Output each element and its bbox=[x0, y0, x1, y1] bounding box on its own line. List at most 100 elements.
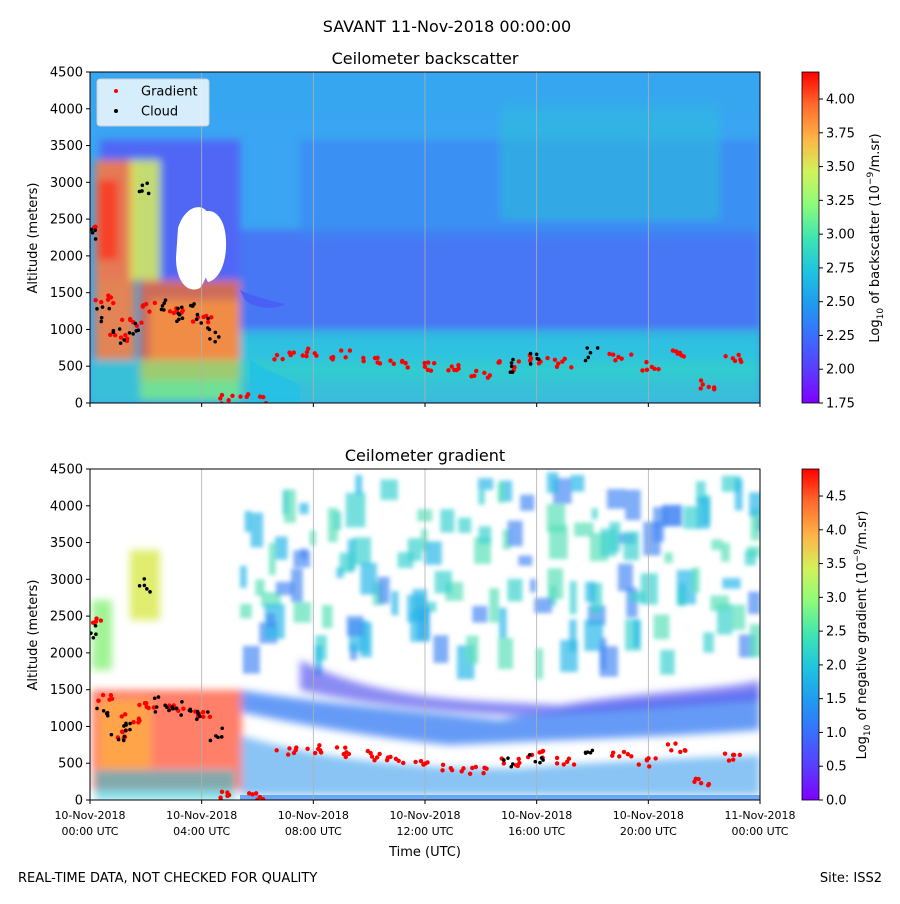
gradient-point bbox=[300, 353, 305, 358]
cloud-point bbox=[95, 706, 99, 711]
gradient-point bbox=[556, 361, 561, 366]
gradient-colorbar-bar bbox=[801, 468, 820, 801]
gradient-point bbox=[274, 748, 279, 753]
field-speckle bbox=[585, 581, 596, 603]
gradient-point bbox=[469, 374, 474, 379]
field-speckle bbox=[749, 492, 760, 517]
cloud-point bbox=[176, 306, 180, 311]
cloud-point bbox=[208, 738, 213, 743]
y-tick-label: 2500 bbox=[50, 610, 83, 625]
field-speckle bbox=[423, 601, 437, 613]
gradient-point bbox=[554, 761, 560, 766]
gradient-point bbox=[481, 770, 486, 776]
field-speckle bbox=[546, 503, 566, 533]
gradient-point bbox=[706, 384, 711, 390]
y-tick-label: 1500 bbox=[50, 683, 83, 698]
cloud-point bbox=[528, 362, 533, 366]
field-speckle bbox=[547, 568, 564, 600]
cloud-point bbox=[100, 305, 105, 309]
x-tick-label: 00:00 UTC bbox=[61, 825, 118, 838]
gradient-yticks: 0 500 1000 1500 2000 2500 3000 3500 4000 4500 bbox=[50, 463, 90, 809]
gradient-point bbox=[698, 780, 704, 786]
cloud-point bbox=[509, 361, 514, 365]
cloud-point bbox=[163, 298, 168, 303]
field-speckle bbox=[433, 635, 449, 664]
gradient-point bbox=[449, 364, 454, 369]
y-tick-label: 1000 bbox=[50, 323, 83, 338]
cloud-point bbox=[121, 738, 126, 743]
field-speckle bbox=[600, 528, 617, 557]
gradient-point bbox=[287, 746, 292, 751]
cloud-point bbox=[99, 319, 104, 324]
x-tick-label: 12:00 UTC bbox=[396, 825, 453, 838]
gradient-point bbox=[405, 365, 410, 370]
gradient-point bbox=[516, 756, 521, 762]
field-speckle bbox=[536, 648, 543, 680]
field-speckle bbox=[458, 517, 472, 533]
gradient-point bbox=[470, 765, 475, 771]
cloud-point bbox=[93, 228, 98, 232]
gradient-point bbox=[616, 354, 621, 360]
cloud-point bbox=[111, 328, 116, 333]
gradient-point bbox=[205, 319, 211, 325]
cloud-point bbox=[109, 732, 114, 737]
gradient-point bbox=[452, 367, 457, 373]
field-speckle bbox=[591, 508, 598, 520]
gradient-point bbox=[339, 348, 344, 353]
cloud-point bbox=[538, 760, 542, 765]
colorbar-tick-label: 2.5 bbox=[826, 625, 847, 640]
cloud-point bbox=[94, 632, 98, 637]
gradient-point bbox=[343, 355, 348, 360]
field-speckle bbox=[502, 529, 511, 550]
gradient-point bbox=[127, 316, 133, 322]
gradient-point bbox=[388, 358, 393, 363]
field-speckle bbox=[530, 578, 537, 593]
gradient-point bbox=[294, 745, 299, 750]
gradient-point bbox=[201, 314, 206, 320]
gradient-point bbox=[201, 714, 206, 719]
gradient-point bbox=[723, 354, 728, 359]
field-speckle bbox=[314, 645, 323, 676]
colorbar-tick-label: 2.75 bbox=[826, 261, 855, 276]
x-tick-label: 10-Nov-2018 bbox=[389, 809, 460, 822]
cloud-point bbox=[206, 316, 210, 321]
field-speckle bbox=[711, 539, 723, 551]
field-speckle bbox=[352, 537, 371, 565]
gradient-point bbox=[106, 293, 111, 298]
field-speckle bbox=[283, 489, 296, 523]
cloud-point bbox=[162, 308, 166, 312]
gradient-point bbox=[112, 332, 118, 338]
colorbar-tick-label: 3.0 bbox=[826, 591, 847, 606]
cloud-point bbox=[511, 357, 515, 362]
field-speckle bbox=[377, 576, 390, 604]
colorbar-tick-label: 0.0 bbox=[826, 794, 847, 809]
gradient-point bbox=[111, 300, 116, 306]
gradient-point bbox=[90, 620, 96, 625]
gradient-point bbox=[428, 368, 434, 373]
gradient-point bbox=[219, 789, 225, 795]
cloud-point bbox=[133, 321, 138, 326]
field-speckle bbox=[397, 552, 414, 568]
gradient-point bbox=[647, 764, 652, 769]
gradient-ylabel: Altitude (meters) bbox=[26, 580, 41, 691]
gradient-point bbox=[167, 309, 173, 314]
legend-cloud-marker bbox=[114, 109, 118, 113]
field-speckle bbox=[625, 489, 641, 521]
field-speckle bbox=[424, 541, 442, 565]
gradient-colorbar: 0.0 0.5 1.0 1.5 2.0 2.5 3.0 3.5 4.0 4.5 Log10 of … bbox=[801, 468, 873, 809]
cloud-point bbox=[595, 346, 600, 350]
gradient-point bbox=[629, 754, 634, 759]
cloud-point bbox=[117, 327, 122, 331]
gradient-point bbox=[456, 366, 461, 371]
x-tick-label: 10-Nov-2018 bbox=[501, 809, 572, 822]
x-tick-label: 08:00 UTC bbox=[285, 825, 342, 838]
field-speckle bbox=[749, 624, 760, 658]
gradient-point bbox=[422, 364, 428, 369]
gradient-point bbox=[147, 309, 152, 314]
gradient-point bbox=[537, 750, 542, 755]
field-speckle bbox=[748, 591, 760, 615]
cloud-point bbox=[534, 352, 539, 357]
y-tick-label: 4500 bbox=[50, 463, 83, 478]
gradient-point bbox=[673, 741, 678, 746]
gradient-point bbox=[201, 709, 206, 715]
